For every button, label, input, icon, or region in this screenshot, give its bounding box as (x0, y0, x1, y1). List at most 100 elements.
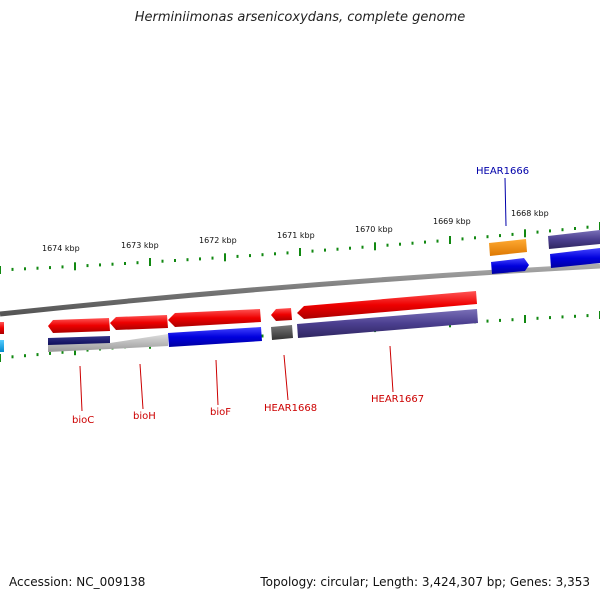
feature-gene-blue-upper[interactable] (491, 258, 529, 274)
scale-tick (411, 241, 414, 245)
scale-tick (536, 316, 539, 320)
scale-tick (11, 355, 14, 359)
feature-rna-orange[interactable] (489, 239, 527, 256)
feature-gene-blue-bioF[interactable] (168, 327, 262, 347)
scale-tick (274, 252, 276, 256)
scale-tick (511, 232, 514, 236)
scale-tick (61, 265, 64, 269)
feature-gene-purple-HEAR1667[interactable] (297, 309, 478, 338)
scale-tick (474, 236, 476, 240)
scale-tick (0, 266, 1, 274)
scale-tick (11, 267, 14, 271)
scale-tick (161, 259, 164, 263)
leader-bioH (139, 363, 144, 410)
scale-tick (574, 314, 576, 318)
scale-tick (586, 314, 589, 318)
scale-tick (561, 228, 564, 232)
scale-tick (236, 254, 239, 258)
leader-bioF (215, 359, 219, 406)
scale-tick (111, 262, 114, 266)
scale-tick (286, 251, 289, 255)
scale-tick (299, 248, 301, 256)
scale-tick (99, 263, 101, 267)
feature-gene-purple-upper[interactable] (548, 230, 600, 249)
scale-label-1670: 1670 kbp (355, 225, 393, 234)
scale-tick (74, 262, 76, 271)
feature-gene-red-bioC[interactable] (48, 318, 110, 333)
scale-tick (49, 351, 51, 355)
scale-tick (74, 347, 76, 356)
scale-tick (486, 235, 489, 239)
feature-gene-red-bioH[interactable] (110, 315, 168, 330)
scale-tick (49, 266, 51, 270)
scale-tick (424, 240, 426, 244)
scale-tick (24, 354, 26, 358)
outer-scale-track (0, 222, 600, 274)
gene-label-bioC[interactable]: bioC (72, 415, 94, 426)
gene-label-HEAR1668[interactable]: HEAR1668 (264, 403, 317, 414)
scale-tick (399, 242, 401, 246)
scale-tick (136, 261, 139, 265)
scale-tick (499, 234, 501, 238)
scale-tick (511, 318, 514, 322)
scale-tick (36, 266, 39, 270)
scale-tick (174, 259, 176, 262)
scale-tick (524, 315, 526, 323)
scale-tick (349, 246, 351, 250)
gene-label-HEAR1666[interactable]: HEAR1666 (476, 166, 529, 177)
accession-text: Accession: NC_009138 (9, 575, 146, 589)
feature-gene-gray[interactable] (48, 334, 168, 352)
scale-label-1673: 1673 kbp (121, 241, 159, 250)
scale-tick (336, 247, 339, 251)
scale-label-1668: 1668 kbp (511, 209, 549, 218)
leader-bioC (79, 365, 83, 412)
leader-HEAR1667 (389, 345, 394, 393)
scale-tick (486, 319, 489, 323)
scale-tick (261, 334, 264, 338)
scale-tick (586, 225, 589, 229)
scale-label-1669: 1669 kbp (433, 217, 471, 226)
gene-label-bioH[interactable]: bioH (133, 411, 156, 422)
leader-HEAR1666 (504, 177, 507, 227)
scale-tick (61, 350, 64, 354)
feature-gene-blue-right[interactable] (550, 248, 600, 268)
leader-HEAR1668 (283, 354, 289, 401)
scale-tick (549, 229, 551, 233)
scale-tick (24, 267, 26, 271)
genome-backbone (0, 263, 600, 317)
scale-tick (499, 318, 501, 322)
scale-tick (524, 229, 526, 238)
scale-tick (449, 236, 451, 244)
scale-tick (0, 354, 1, 362)
feature-gene-red-HEAR1667[interactable] (297, 291, 477, 319)
genome-title: Herminiimonas arsenicoxydans, complete g… (134, 10, 466, 25)
feature-gene-dark-HEAR1668[interactable] (271, 325, 293, 340)
genome-summary-text: Topology: circular; Length: 3,424,307 bp… (260, 575, 590, 589)
scale-tick (86, 264, 89, 268)
scale-tick (374, 242, 376, 251)
scale-label-1674: 1674 kbp (42, 244, 80, 253)
scale-tick (574, 227, 576, 230)
feature-gene-red-HEAR1668[interactable] (271, 308, 292, 321)
scale-tick (311, 249, 314, 253)
scale-label-1672: 1672 kbp (199, 236, 237, 245)
scale-tick (186, 258, 189, 262)
scale-tick (86, 348, 89, 352)
gene-label-HEAR1667[interactable]: HEAR1667 (371, 394, 424, 405)
scale-tick (549, 316, 551, 320)
feature-gene-cyan-left-edge[interactable] (0, 340, 4, 352)
scale-tick (386, 243, 389, 247)
scale-tick (561, 315, 564, 319)
scale-label-1671: 1671 kbp (277, 231, 315, 240)
scale-tick (324, 248, 326, 252)
feature-gene-red-left-edge[interactable] (0, 322, 4, 334)
gene-label-bioF[interactable]: bioF (210, 407, 231, 418)
scale-tick (436, 239, 439, 243)
scale-tick (211, 256, 214, 260)
scale-tick (36, 353, 39, 357)
scale-tick (261, 253, 264, 257)
scale-tick (249, 254, 251, 258)
scale-tick (124, 262, 126, 265)
feature-gene-red-bioF[interactable] (168, 309, 261, 327)
